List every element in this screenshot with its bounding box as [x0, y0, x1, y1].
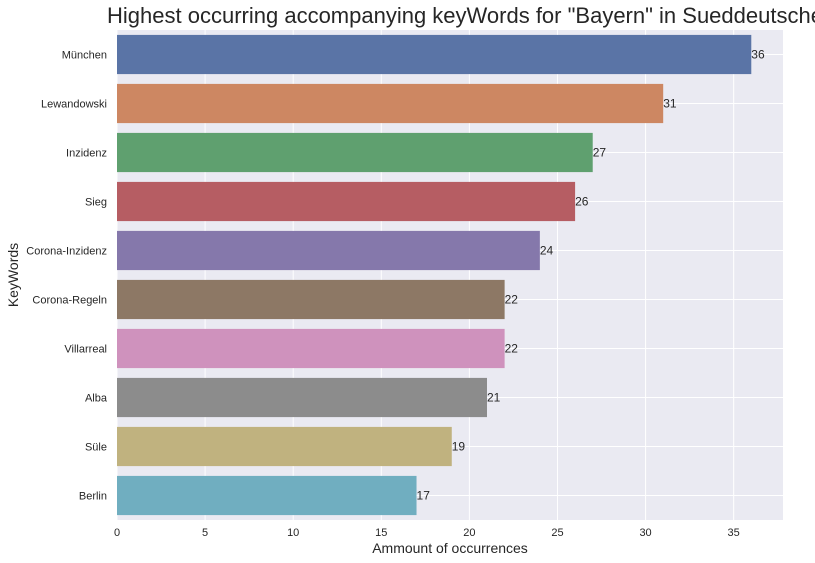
- x-axis-label: Ammount of occurrences: [372, 540, 528, 556]
- bar: [117, 181, 576, 222]
- x-tick-label: 10: [287, 527, 299, 539]
- y-tick-label: Alba: [85, 393, 108, 405]
- bars: [117, 34, 752, 516]
- value-label: 17: [417, 489, 431, 503]
- y-tick-label: Villarreal: [64, 344, 107, 356]
- value-label: 24: [540, 244, 554, 258]
- bar: [117, 132, 593, 173]
- value-label: 36: [751, 48, 765, 62]
- y-tick-label: Corona-Regeln: [32, 295, 107, 307]
- bar: [117, 34, 752, 75]
- value-label: 26: [575, 195, 589, 209]
- x-tick-label: 20: [463, 527, 475, 539]
- bar: [117, 426, 452, 467]
- x-tick-label: 0: [114, 527, 120, 539]
- y-tick-labels: München Lewandowski Inzidenz Sieg Corona-Inz…: [26, 50, 108, 503]
- bar: [117, 83, 664, 124]
- value-label: 19: [452, 440, 466, 454]
- y-tick-label: Lewandowski: [41, 99, 107, 111]
- bar: [117, 328, 505, 369]
- bar: [117, 475, 417, 516]
- x-tick-labels: 0 5 10 15 20 25 30 35: [114, 527, 740, 539]
- chart-title: Highest occurring accompanying keyWords …: [107, 3, 815, 28]
- bar: [117, 230, 540, 271]
- x-tick-label: 15: [375, 527, 387, 539]
- value-label: 27: [593, 146, 607, 160]
- value-label: 22: [505, 293, 519, 307]
- y-tick-label: München: [62, 50, 107, 62]
- x-tick-label: 25: [551, 527, 563, 539]
- x-tick-label: 30: [639, 527, 651, 539]
- y-tick-label: Süle: [85, 442, 107, 454]
- value-label: 22: [505, 342, 519, 356]
- y-axis-label: KeyWords: [5, 243, 21, 307]
- y-tick-label: Corona-Inzidenz: [26, 246, 107, 258]
- value-label: 21: [487, 391, 501, 405]
- y-tick-label: Sieg: [85, 197, 107, 209]
- bar: [117, 377, 487, 418]
- y-tick-label: Berlin: [79, 491, 107, 503]
- value-labels: 36 31 27 26 24 22 22 21 19 17: [417, 48, 765, 503]
- x-tick-label: 5: [202, 527, 208, 539]
- bar: [117, 279, 505, 320]
- y-tick-label: Inzidenz: [66, 148, 107, 160]
- x-tick-label: 35: [728, 527, 740, 539]
- value-label: 31: [663, 97, 677, 111]
